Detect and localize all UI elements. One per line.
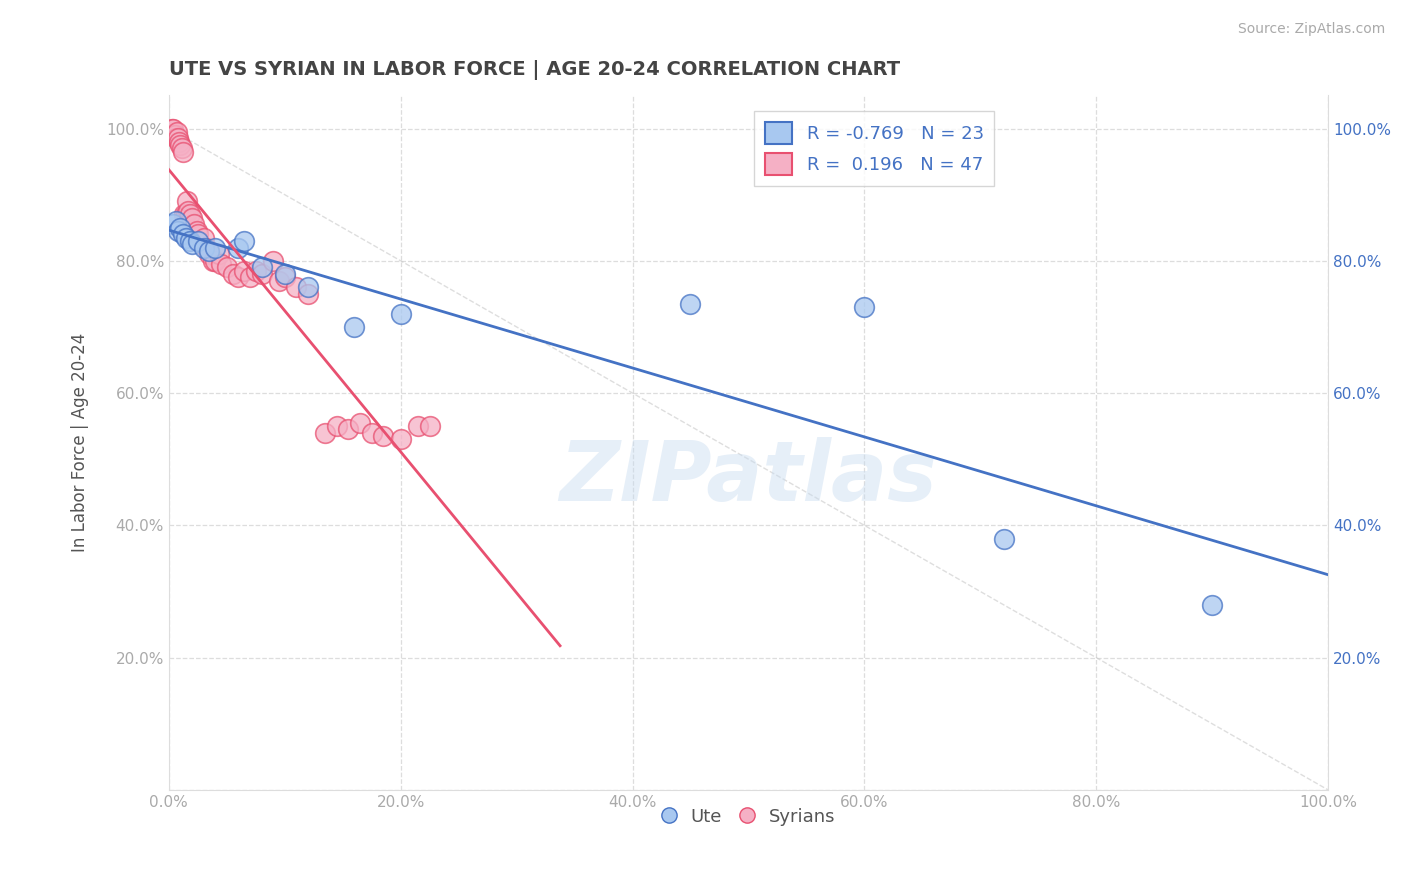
Point (250, 260, 273, 275)
Point (389, 307, 412, 321)
Point (262, 253, 284, 268)
Point (173, 207, 195, 221)
Point (172, 145, 194, 159)
Point (1201, 598, 1223, 612)
Point (389, 433, 412, 447)
Point (167, 135, 190, 149)
Point (267, 274, 290, 288)
Point (186, 224, 208, 238)
Point (297, 280, 319, 294)
Point (176, 194, 198, 209)
Point (273, 267, 295, 281)
Point (360, 425, 382, 440)
Point (245, 263, 267, 277)
Point (233, 263, 256, 277)
Point (221, 267, 243, 281)
Point (215, 260, 238, 275)
Point (170, 141, 193, 155)
Text: Source: ZipAtlas.com: Source: ZipAtlas.com (1237, 22, 1385, 37)
Point (207, 247, 229, 261)
Point (174, 230, 197, 244)
Point (228, 270, 250, 285)
Point (343, 320, 366, 334)
Point (314, 425, 336, 440)
Point (187, 234, 209, 248)
Point (179, 207, 201, 221)
Point (167, 224, 190, 238)
Point (679, 297, 702, 311)
Point (250, 267, 273, 281)
Point (406, 419, 429, 434)
Point (201, 253, 224, 268)
Point (233, 234, 256, 248)
Point (204, 253, 226, 268)
Point (239, 270, 262, 285)
Point (187, 227, 209, 242)
Point (198, 244, 221, 258)
Point (297, 286, 319, 301)
Point (172, 227, 194, 242)
Point (166, 125, 188, 139)
Point (273, 270, 295, 285)
Point (177, 204, 200, 219)
Point (163, 128, 186, 142)
Point (193, 230, 215, 244)
Point (326, 419, 349, 434)
Point (349, 416, 371, 430)
Y-axis label: In Labor Force | Age 20-24: In Labor Force | Age 20-24 (72, 333, 89, 552)
Point (373, 429, 395, 443)
Point (183, 218, 205, 232)
Point (167, 131, 190, 145)
Point (337, 422, 360, 436)
Point (165, 214, 187, 228)
Point (198, 247, 221, 261)
Point (162, 121, 184, 136)
Point (162, 218, 184, 232)
Point (853, 300, 876, 314)
Point (181, 237, 204, 252)
Point (194, 241, 217, 255)
Point (204, 241, 226, 255)
Point (419, 419, 441, 434)
Text: ZIPatlas: ZIPatlas (560, 437, 938, 518)
Point (181, 211, 204, 225)
Point (193, 241, 215, 255)
Point (165, 131, 187, 145)
Point (179, 234, 201, 248)
Text: UTE VS SYRIAN IN LABOR FORCE | AGE 20-24 CORRELATION CHART: UTE VS SYRIAN IN LABOR FORCE | AGE 20-24… (169, 60, 900, 79)
Point (209, 257, 232, 271)
Point (993, 532, 1015, 546)
Legend: Ute, Syrians: Ute, Syrians (654, 800, 842, 833)
Point (162, 121, 184, 136)
Point (285, 280, 308, 294)
Point (169, 138, 191, 153)
Point (174, 207, 197, 221)
Point (228, 241, 250, 255)
Point (169, 220, 191, 235)
